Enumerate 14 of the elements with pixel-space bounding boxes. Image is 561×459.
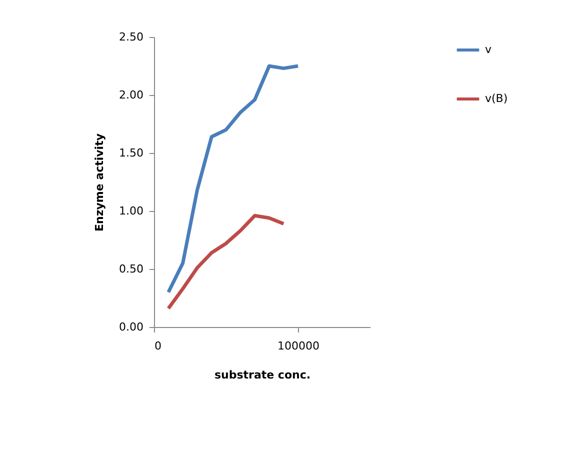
x-tick-label: 100000 xyxy=(278,340,320,352)
y-tick-label: 0.00 xyxy=(119,320,144,334)
legend-label: v xyxy=(485,43,492,56)
y-tick-label: 1.00 xyxy=(119,204,144,218)
legend-label: v(B) xyxy=(485,92,508,105)
x-tick-label: 0 xyxy=(154,340,162,352)
y-tick-label: 2.00 xyxy=(119,88,144,102)
y-axis-title: Enzyme activity xyxy=(93,133,106,232)
y-tick-label: 2.50 xyxy=(119,30,144,44)
line-series xyxy=(166,214,286,310)
line-series xyxy=(166,64,300,294)
y-tick-label: 0.50 xyxy=(119,262,144,276)
y-tick-label: 1.50 xyxy=(119,146,144,160)
x-axis-title: substrate conc. xyxy=(214,368,311,382)
